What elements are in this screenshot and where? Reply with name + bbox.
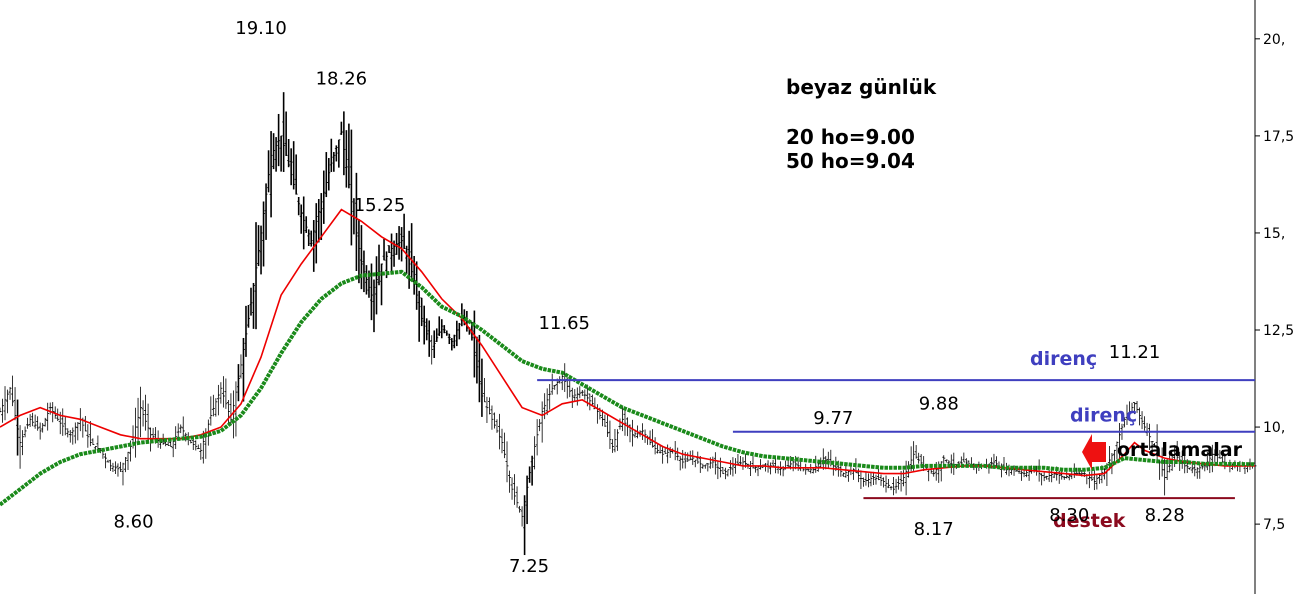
ma-line-20-ho xyxy=(0,208,1255,477)
resistance-label: direnç xyxy=(1030,348,1097,370)
price-label: 19.10 xyxy=(235,18,287,39)
y-tick-label: 17,5 xyxy=(1263,129,1294,145)
y-tick-label: 7,5 xyxy=(1263,517,1285,533)
price-label: 11.65 xyxy=(538,313,590,334)
chart-note-ma20: 20 ho=9.00 xyxy=(786,125,915,149)
price-label: 9.77 xyxy=(813,408,853,429)
price-label: 7.25 xyxy=(509,556,549,577)
price-label: 18.26 xyxy=(316,68,368,89)
price-label: 8.28 xyxy=(1145,505,1185,526)
y-tick-label: 10, xyxy=(1263,420,1285,436)
price-label: 11.21 xyxy=(1109,342,1161,363)
arrow-icon xyxy=(1082,434,1106,470)
resistance-label: direnç xyxy=(1070,405,1137,427)
averages-label: ortalamalar xyxy=(1117,439,1243,461)
ma-line-50-ho xyxy=(0,269,1256,507)
y-tick-label: 20, xyxy=(1263,32,1285,48)
price-label: 9.88 xyxy=(919,394,959,415)
price-label: 15.25 xyxy=(354,195,406,216)
support-label: destek xyxy=(1053,510,1126,532)
y-tick-label: 12,5 xyxy=(1263,323,1294,339)
price-label: 8.60 xyxy=(113,511,153,532)
price-label: 8.17 xyxy=(914,519,954,540)
y-tick-label: 15, xyxy=(1263,226,1285,242)
chart-note-ma50: 50 ho=9.04 xyxy=(786,149,915,173)
chart-note-title: beyaz günlük xyxy=(786,75,937,99)
price-label: 8.30 xyxy=(1049,505,1089,526)
